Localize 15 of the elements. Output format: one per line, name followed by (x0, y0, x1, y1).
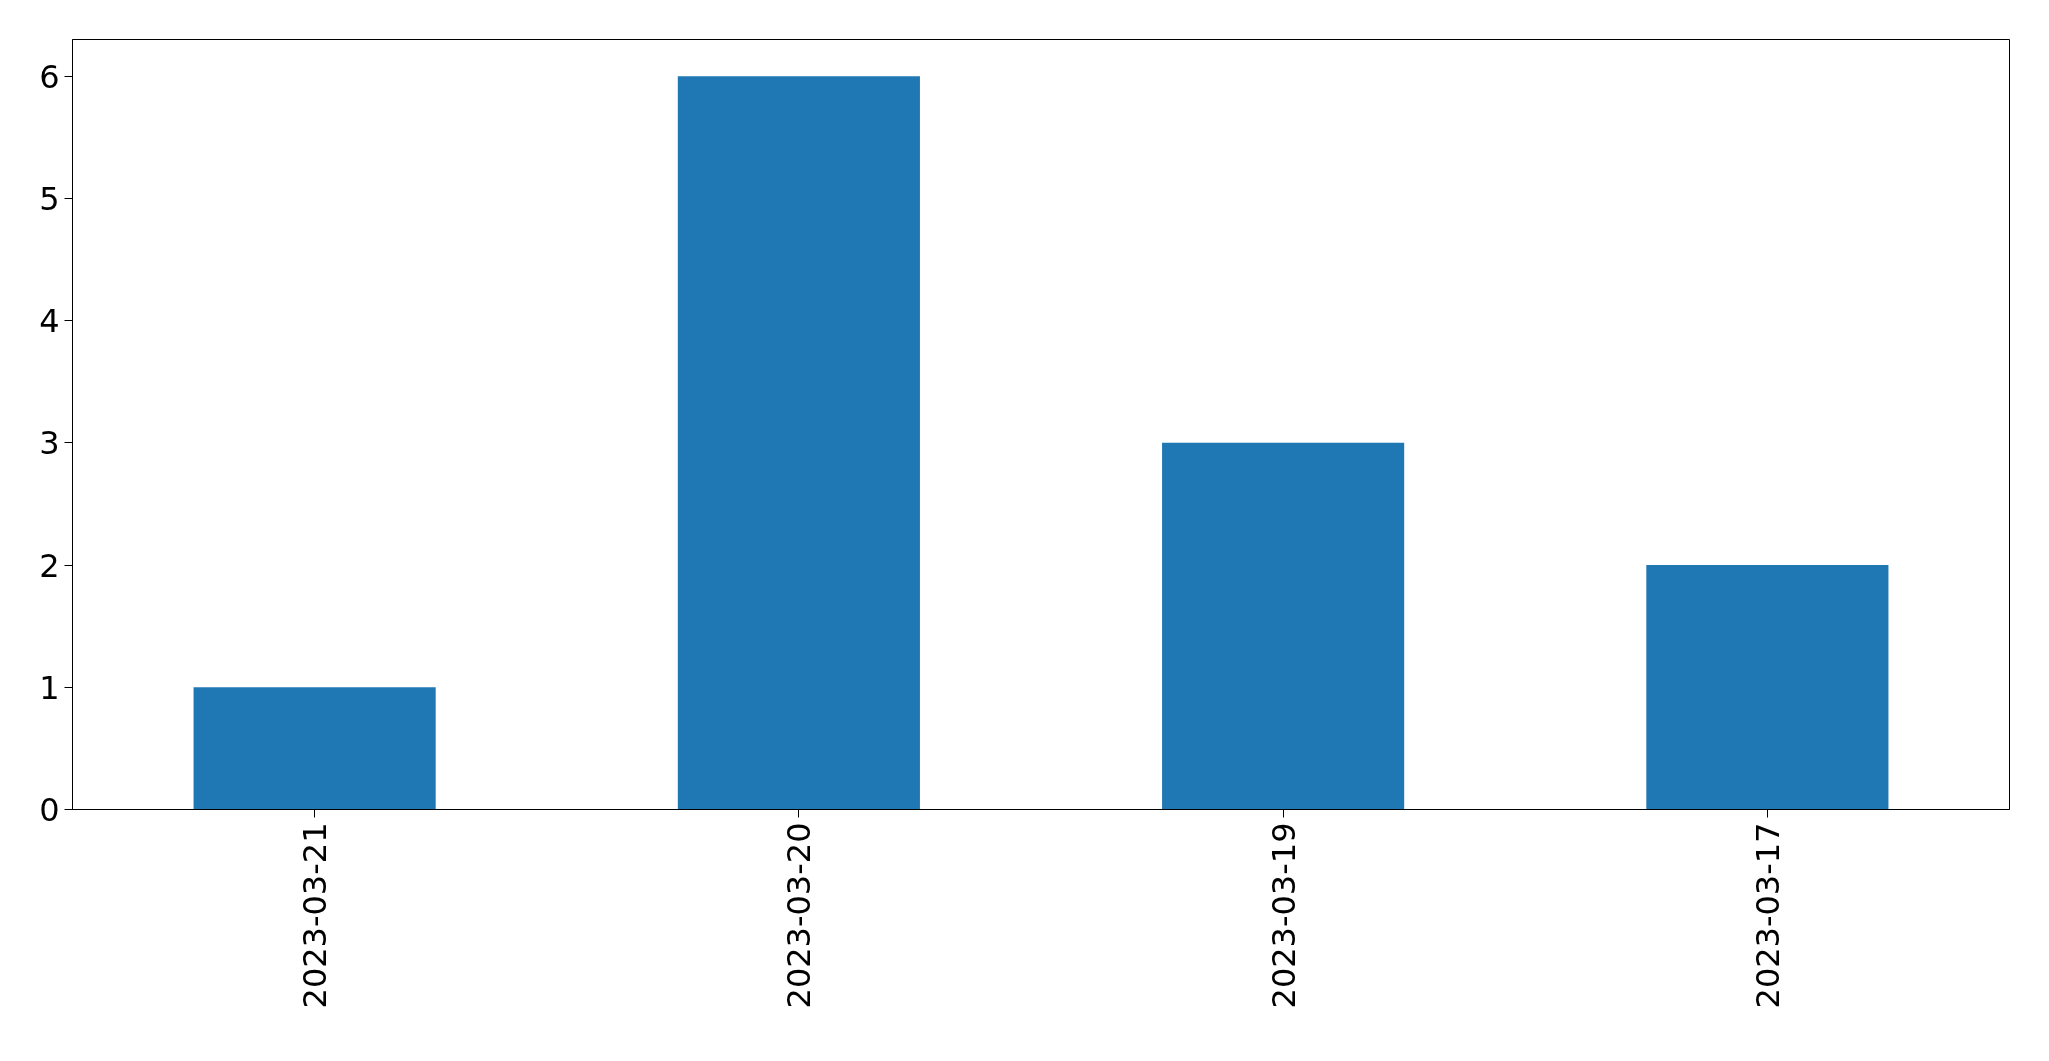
y-tick-label: 0 (39, 791, 60, 829)
y-tick-label: 1 (39, 668, 60, 707)
bar (677, 76, 920, 810)
bar (193, 687, 436, 810)
y-tick-label: 3 (39, 424, 60, 463)
y-tick-label: 4 (39, 302, 60, 341)
y-tick-label: 6 (39, 57, 60, 96)
bar (1646, 565, 1889, 810)
bar (1162, 442, 1405, 810)
x-tick-label: 2023-03-17 (1748, 822, 1787, 1009)
x-tick-label: 2023-03-20 (780, 822, 819, 1009)
x-tick-label: 2023-03-19 (1264, 822, 1303, 1009)
x-tick-label: 2023-03-21 (296, 822, 335, 1009)
y-tick-label: 5 (39, 179, 60, 218)
y-tick-label: 2 (39, 546, 60, 585)
